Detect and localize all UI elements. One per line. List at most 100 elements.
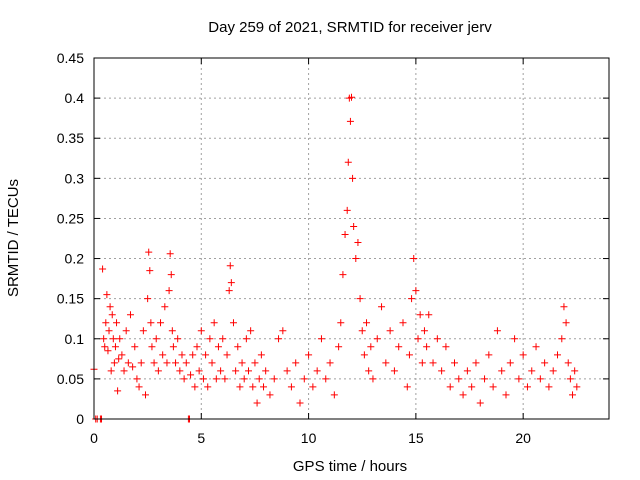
data-point bbox=[147, 319, 155, 327]
data-point bbox=[442, 343, 450, 351]
data-point bbox=[217, 367, 225, 375]
data-point bbox=[330, 391, 338, 399]
data-point bbox=[346, 117, 354, 125]
data-point bbox=[191, 383, 199, 391]
data-point bbox=[114, 387, 122, 395]
data-point bbox=[455, 375, 463, 383]
data-point bbox=[182, 359, 190, 367]
data-point bbox=[99, 265, 107, 273]
data-point bbox=[564, 359, 572, 367]
data-point bbox=[493, 327, 501, 335]
data-point bbox=[150, 359, 158, 367]
data-point bbox=[405, 351, 413, 359]
plot-frame bbox=[93, 57, 610, 420]
data-point bbox=[221, 375, 229, 383]
data-point bbox=[292, 359, 300, 367]
data-point bbox=[433, 335, 441, 343]
data-point bbox=[266, 391, 274, 399]
data-point bbox=[451, 359, 458, 367]
grid bbox=[94, 58, 609, 419]
data-point bbox=[204, 383, 212, 391]
y-tick-label: 0.2 bbox=[65, 251, 85, 267]
data-point bbox=[225, 287, 233, 295]
data-point bbox=[476, 399, 484, 407]
data-point bbox=[541, 359, 549, 367]
data-point bbox=[260, 383, 268, 391]
data-point bbox=[296, 399, 304, 407]
data-point bbox=[113, 319, 121, 327]
data-point bbox=[212, 375, 220, 383]
data-point bbox=[208, 359, 216, 367]
data-point bbox=[399, 319, 407, 327]
y-tick-label: 0.45 bbox=[57, 50, 84, 66]
data-point bbox=[519, 351, 527, 359]
data-point bbox=[115, 355, 123, 363]
y-tick-label: 0.4 bbox=[65, 90, 85, 106]
data-point bbox=[300, 375, 308, 383]
data-point bbox=[429, 359, 437, 367]
data-point bbox=[148, 343, 156, 351]
data-point bbox=[262, 367, 270, 375]
data-point bbox=[363, 319, 371, 327]
data-point bbox=[129, 363, 137, 371]
data-point bbox=[365, 367, 373, 375]
data-point bbox=[163, 359, 171, 367]
data-point bbox=[279, 327, 287, 335]
data-point bbox=[142, 391, 149, 399]
x-tick-label: 10 bbox=[301, 430, 317, 446]
data-point bbox=[352, 255, 360, 263]
data-point bbox=[305, 351, 313, 359]
data-point bbox=[214, 343, 222, 351]
y-tick-label: 0 bbox=[76, 411, 84, 427]
axis-ticks: 0 0.05 0.1 0.15 0.2 0.25 0.3 0.35 0.4 0.45 0 5 10 15 2… bbox=[57, 50, 609, 446]
y-tick-label: 0.15 bbox=[57, 291, 84, 307]
data-point bbox=[232, 367, 240, 375]
data-point bbox=[238, 359, 246, 367]
data-point bbox=[118, 351, 126, 359]
data-point bbox=[144, 295, 152, 303]
data-point bbox=[152, 335, 160, 343]
data-point bbox=[139, 327, 147, 335]
data-point bbox=[249, 383, 257, 391]
data-point bbox=[159, 351, 167, 359]
data-point bbox=[515, 375, 523, 383]
y-tick-label: 0.25 bbox=[57, 210, 84, 226]
data-point bbox=[414, 335, 422, 343]
data-point bbox=[356, 295, 364, 303]
data-point bbox=[420, 327, 428, 335]
data-point bbox=[157, 319, 165, 327]
data-point bbox=[395, 343, 403, 351]
data-point bbox=[255, 375, 263, 383]
data-point bbox=[511, 335, 519, 343]
x-tick-label: 20 bbox=[515, 430, 531, 446]
data-point bbox=[199, 375, 207, 383]
data-point bbox=[560, 303, 568, 311]
data-point bbox=[102, 319, 110, 327]
data-point bbox=[122, 327, 130, 335]
data-point bbox=[354, 239, 362, 247]
data-point bbox=[195, 367, 203, 375]
y-axis-label: SRMTID / TECUs bbox=[5, 179, 22, 297]
data-point bbox=[154, 367, 162, 375]
data-point bbox=[562, 319, 570, 327]
data-point bbox=[166, 250, 174, 258]
data-point bbox=[545, 383, 553, 391]
data-point bbox=[174, 335, 182, 343]
data-point bbox=[571, 367, 579, 375]
data-point bbox=[418, 359, 426, 367]
data-point bbox=[178, 351, 186, 359]
data-point bbox=[382, 359, 390, 367]
data-point bbox=[126, 311, 134, 319]
data-point bbox=[180, 375, 188, 383]
data-point bbox=[270, 375, 278, 383]
data-point bbox=[369, 375, 377, 383]
data-point bbox=[120, 367, 128, 375]
data-point bbox=[107, 367, 115, 375]
data-point bbox=[549, 367, 557, 375]
data-point bbox=[468, 383, 476, 391]
data-point bbox=[283, 367, 291, 375]
data-point bbox=[146, 267, 154, 275]
data-point bbox=[234, 343, 242, 351]
data-point bbox=[251, 359, 259, 367]
data-point bbox=[108, 311, 116, 319]
